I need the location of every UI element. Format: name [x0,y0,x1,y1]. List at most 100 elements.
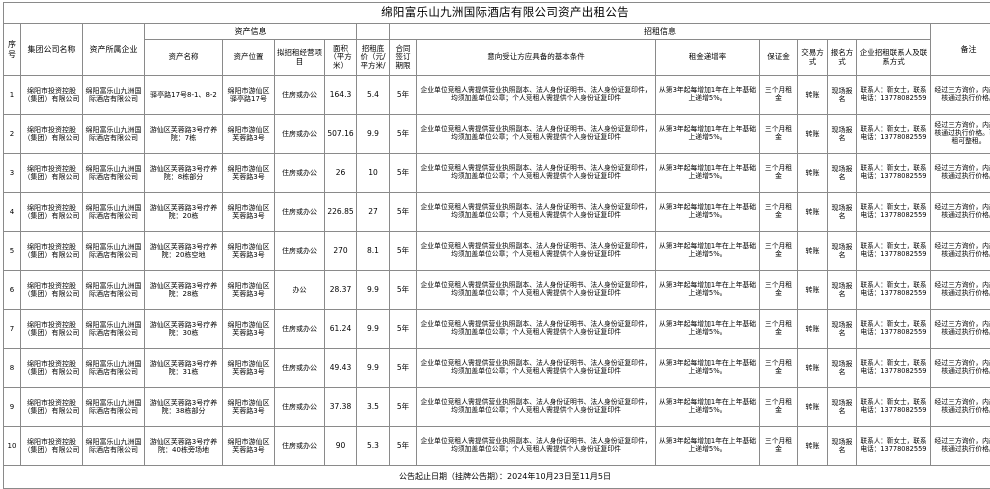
cell-area: 507.16 [325,115,357,154]
cell-rent-increase: 从第3年起每增加1年在上年基础上递增5%。 [656,427,760,466]
cell-asset-location: 绵阳市游仙区芙蓉路3号 [223,154,275,193]
cell-area: 37.38 [325,388,357,427]
cell-index: 1 [4,76,21,115]
cell-rent-increase: 从第3年起每增加1年在上年基础上递增5%。 [656,349,760,388]
cell-contact: 联系人：靳女士，联系电话：13778082559 [857,154,931,193]
cell-owner-enterprise: 绵阳富乐山九洲国际酒店有限公司 [83,115,145,154]
col-header-conditions: 意向受让方应具备的基本条件 [417,40,656,76]
cell-apply-method: 现场报名 [828,154,857,193]
header-group-row: 序号 集团公司名称 资产所属企业 资产信息 招租信息 备注 [4,24,990,40]
col-header-spacer-price [357,24,390,40]
cell-rent-increase: 从第3年起每增加1年在上年基础上递增5%。 [656,232,760,271]
col-header-trade-method: 交易方式 [798,40,828,76]
cell-conditions: 企业单位竞租人需提供营业执照副本、法人身份证明书、法人身份证复印件，均须加盖单位… [417,310,656,349]
cell-group-company: 绵阳市投资控股（集团）有限公司 [21,115,83,154]
cell-apply-method: 现场报名 [828,232,857,271]
col-header-contract-term: 合同签订期限 [390,40,417,76]
cell-trade-method: 转账 [798,154,828,193]
cell-conditions: 企业单位竞租人需提供营业执照副本、法人身份证明书、法人身份证复印件，均须加盖单位… [417,349,656,388]
cell-contract-term: 5年 [390,232,417,271]
cell-apply-method: 现场报名 [828,427,857,466]
col-header-floor-price: 招租底价（元/平方米/ [357,40,390,76]
cell-contract-term: 5年 [390,115,417,154]
cell-lease-project: 住房或办公 [275,193,325,232]
cell-asset-location: 绵阳市游仙区芙蓉路3号 [223,115,275,154]
cell-lease-project: 住房或办公 [275,76,325,115]
cell-area: 270 [325,232,357,271]
cell-trade-method: 转账 [798,76,828,115]
cell-apply-method: 现场报名 [828,76,857,115]
cell-contact: 联系人：靳女士，联系电话：13778082559 [857,310,931,349]
cell-lease-project: 住房或办公 [275,310,325,349]
cell-asset-location: 绵阳市游仙区芙蓉路3号 [223,310,275,349]
cell-asset-name: 游仙区芙蓉路3号疗养院：20栋 [145,193,223,232]
cell-index: 9 [4,388,21,427]
cell-trade-method: 转账 [798,193,828,232]
cell-contact: 联系人：靳女士，联系电话：13778082559 [857,76,931,115]
title-row: 绵阳富乐山九洲国际酒店有限公司资产出租公告 [4,3,990,24]
cell-asset-name: 游仙区芙蓉路3号疗养院：28栋 [145,271,223,310]
cell-trade-method: 转账 [798,271,828,310]
col-header-group-company: 集团公司名称 [21,24,83,76]
footer-row: 公告起止日期（挂牌公告期）：2024年10月23日至11月5日 [4,466,990,489]
cell-contact: 联系人：靳女士，联系电话：13778082559 [857,232,931,271]
cell-group-company: 绵阳市投资控股（集团）有限公司 [21,271,83,310]
cell-owner-enterprise: 绵阳富乐山九洲国际酒店有限公司 [83,271,145,310]
cell-contract-term: 5年 [390,427,417,466]
cell-contract-term: 5年 [390,154,417,193]
cell-asset-name: 游仙区芙蓉路3号疗养院：38栋部分 [145,388,223,427]
cell-trade-method: 转账 [798,310,828,349]
cell-floor-price: 27 [357,193,390,232]
cell-asset-name: 游仙区芙蓉路3号疗养院：30栋 [145,310,223,349]
cell-remark: 经过三方询价，内部审核通过执行价格。 [931,76,990,115]
cell-rent-increase: 从第3年起每增加1年在上年基础上递增5%。 [656,115,760,154]
cell-rent-increase: 从第3年起每增加1年在上年基础上递增5%。 [656,76,760,115]
cell-owner-enterprise: 绵阳富乐山九洲国际酒店有限公司 [83,310,145,349]
cell-contact: 联系人：靳女士，联系电话：13778082559 [857,193,931,232]
cell-contract-term: 5年 [390,388,417,427]
col-header-lease-info: 招租信息 [390,24,931,40]
cell-contact: 联系人：靳女士，联系电话：13778082559 [857,115,931,154]
cell-conditions: 企业单位竞租人需提供营业执照副本、法人身份证明书、法人身份证复印件，均须加盖单位… [417,115,656,154]
cell-asset-location: 绵阳市游仙区芙蓉路3号 [223,232,275,271]
cell-trade-method: 转账 [798,388,828,427]
cell-asset-location: 绵阳市游仙区芙蓉路3号 [223,388,275,427]
cell-area: 28.37 [325,271,357,310]
col-header-asset-name: 资产名称 [145,40,223,76]
cell-asset-location: 绵阳市游仙区驿亭路17号 [223,76,275,115]
cell-conditions: 企业单位竞租人需提供营业执照副本、法人身份证明书、法人身份证复印件，均须加盖单位… [417,193,656,232]
cell-asset-name: 游仙区芙蓉路3号疗养院：8栋部分 [145,154,223,193]
cell-lease-project: 住房或办公 [275,349,325,388]
cell-remark: 经过三方询价，内部审核通过执行价格。 [931,310,990,349]
cell-deposit: 三个月租金 [760,388,798,427]
cell-area: 61.24 [325,310,357,349]
cell-deposit: 三个月租金 [760,154,798,193]
page-title: 绵阳富乐山九洲国际酒店有限公司资产出租公告 [4,3,990,24]
cell-floor-price: 9.9 [357,349,390,388]
cell-lease-project: 住房或办公 [275,427,325,466]
cell-apply-method: 现场报名 [828,115,857,154]
col-header-deposit: 保证金 [760,40,798,76]
cell-index: 10 [4,427,21,466]
cell-area: 90 [325,427,357,466]
cell-floor-price: 5.4 [357,76,390,115]
cell-area: 49.43 [325,349,357,388]
cell-floor-price: 10 [357,154,390,193]
col-header-remark: 备注 [931,24,990,76]
cell-contact: 联系人：靳女士，联系电话：13778082559 [857,349,931,388]
cell-asset-name: 游仙区芙蓉路3号疗养院：40栋旁场地 [145,427,223,466]
cell-contract-term: 5年 [390,349,417,388]
asset-lease-table: 绵阳富乐山九洲国际酒店有限公司资产出租公告 序号 集团公司名称 资产所属企业 资… [3,2,990,489]
cell-apply-method: 现场报名 [828,193,857,232]
cell-lease-project: 住房或办公 [275,388,325,427]
cell-owner-enterprise: 绵阳富乐山九洲国际酒店有限公司 [83,388,145,427]
cell-floor-price: 5.3 [357,427,390,466]
cell-group-company: 绵阳市投资控股（集团）有限公司 [21,388,83,427]
cell-rent-increase: 从第3年起每增加1年在上年基础上递增5%。 [656,193,760,232]
cell-contract-term: 5年 [390,76,417,115]
cell-group-company: 绵阳市投资控股（集团）有限公司 [21,427,83,466]
